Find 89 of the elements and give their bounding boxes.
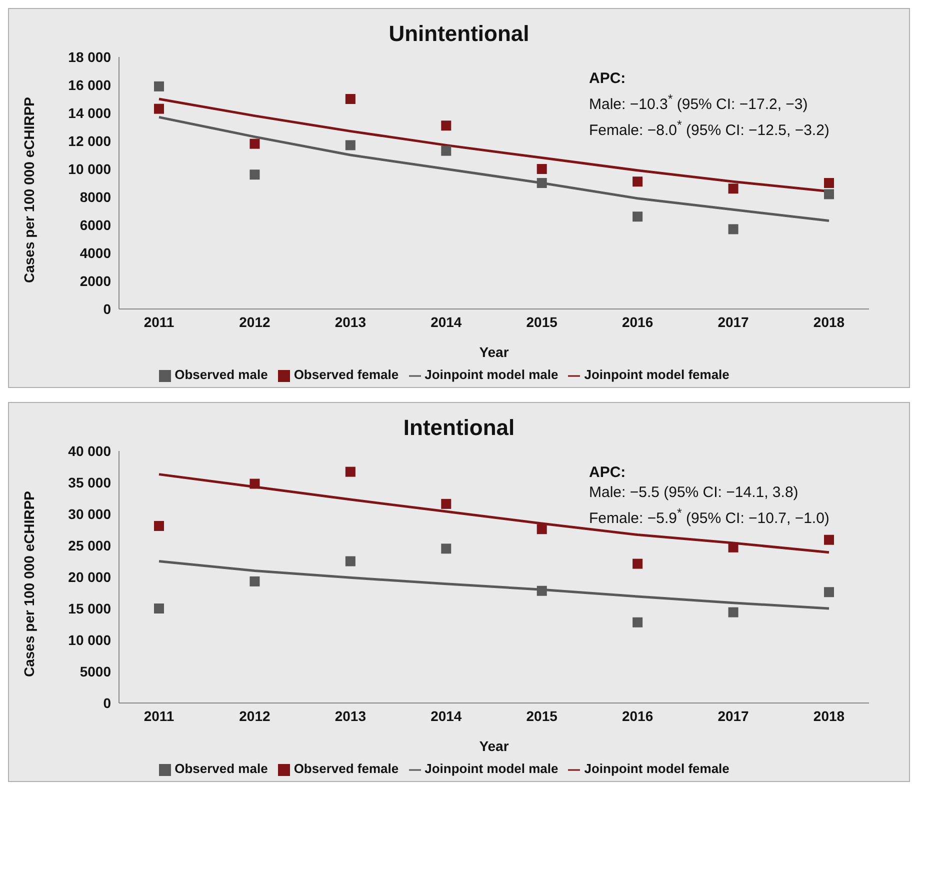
legend-label: Observed male bbox=[174, 761, 268, 776]
y-tick-label: 6000 bbox=[80, 216, 112, 233]
y-tick-label: 40 000 bbox=[68, 442, 112, 459]
legend-label: Joinpoint model male bbox=[424, 367, 558, 382]
legend-label: Observed male bbox=[174, 367, 268, 382]
y-tick-label: 25 000 bbox=[68, 537, 112, 554]
y-tick-label: 0 bbox=[103, 300, 112, 317]
y-tick-label: 2000 bbox=[80, 272, 112, 289]
x-tick-label: 2015 bbox=[526, 314, 558, 330]
y-tick-label: 8000 bbox=[80, 188, 112, 205]
point bbox=[728, 542, 738, 552]
x-tick-label: 2013 bbox=[334, 314, 366, 330]
y-tick-label: 4000 bbox=[80, 244, 112, 261]
y-tick-label: 30 000 bbox=[68, 506, 112, 522]
y-tick-label: 15 000 bbox=[68, 600, 112, 616]
y-tick-label: 5000 bbox=[80, 663, 112, 680]
point bbox=[824, 178, 834, 188]
point bbox=[441, 544, 452, 554]
point bbox=[154, 604, 164, 614]
y-tick-label: 10 000 bbox=[68, 632, 112, 648]
point bbox=[728, 607, 738, 618]
y-tick-label: 20 000 bbox=[68, 568, 112, 585]
point bbox=[632, 617, 643, 628]
x-tick-label: 2016 bbox=[622, 708, 654, 724]
x-tick-label: 2018 bbox=[813, 708, 845, 724]
y-tick-label: 18 000 bbox=[68, 48, 112, 65]
point bbox=[728, 224, 738, 234]
line-series bbox=[158, 560, 830, 610]
y-tick-label: 35 000 bbox=[68, 474, 112, 490]
x-tick-label: 2017 bbox=[718, 708, 750, 724]
point bbox=[154, 104, 164, 114]
legend-label: Joinpoint model female bbox=[584, 367, 730, 382]
x-tick-label: 2015 bbox=[526, 708, 558, 724]
y-tick-label: 12 000 bbox=[68, 132, 112, 149]
point bbox=[632, 558, 643, 569]
x-tick-label: 2018 bbox=[813, 314, 845, 330]
point bbox=[824, 534, 834, 545]
y-axis-title: Cases per 100 000 eCHIRPP bbox=[20, 491, 37, 677]
y-tick-label: 10 000 bbox=[68, 160, 112, 177]
point bbox=[824, 189, 834, 200]
x-tick-label: 2017 bbox=[718, 314, 750, 330]
point bbox=[536, 586, 547, 596]
annotation: Female: −8.0$^{*}$ (95% CI: −12.5, −3.2) bbox=[589, 117, 830, 141]
x-axis-title: Year bbox=[479, 344, 510, 360]
point bbox=[345, 94, 356, 104]
point bbox=[441, 146, 452, 156]
x-axis-title: Year bbox=[479, 738, 510, 754]
x-tick-label: 2012 bbox=[239, 314, 270, 330]
point bbox=[824, 587, 834, 598]
legend-label: Observed female bbox=[294, 367, 399, 382]
annotation: Male: −10.3$^{*}$ (95% CI: −17.2, −3) bbox=[589, 91, 809, 115]
point bbox=[250, 170, 260, 180]
point bbox=[345, 140, 356, 150]
point bbox=[250, 478, 260, 489]
annotation: Female: −5.9$^{*}$ (95% CI: −10.7, −1.0) bbox=[589, 505, 830, 529]
y-axis-title: Cases per 100 000 eCHIRPP bbox=[20, 97, 37, 283]
point bbox=[536, 164, 547, 174]
point bbox=[441, 498, 452, 509]
point bbox=[154, 81, 164, 92]
point bbox=[632, 176, 643, 187]
point bbox=[536, 178, 547, 188]
x-tick-label: 2012 bbox=[239, 708, 270, 724]
y-tick-label: 14 000 bbox=[68, 104, 112, 121]
legend-label: Observed female bbox=[294, 761, 399, 776]
point bbox=[250, 576, 260, 586]
point bbox=[345, 556, 356, 566]
legend-label: Joinpoint model female bbox=[584, 761, 730, 776]
point bbox=[154, 520, 164, 531]
point bbox=[250, 138, 260, 149]
x-tick-label: 2014 bbox=[430, 314, 462, 330]
legend-label: Joinpoint model male bbox=[424, 761, 558, 776]
x-tick-label: 2013 bbox=[334, 708, 366, 724]
chart-title: Unintentional bbox=[388, 20, 530, 47]
point bbox=[536, 524, 547, 534]
line-series bbox=[158, 116, 830, 222]
x-tick-label: 2011 bbox=[144, 708, 174, 724]
point bbox=[632, 212, 643, 222]
annotation: Male: −5.5 (95% CI: −14.1, 3.8) bbox=[589, 483, 800, 503]
x-tick-label: 2016 bbox=[622, 314, 654, 330]
point bbox=[728, 184, 738, 194]
point bbox=[441, 120, 452, 131]
y-tick-label: 16 000 bbox=[68, 76, 112, 93]
chart-title: Intentional bbox=[402, 414, 516, 441]
y-tick-label: 0 bbox=[103, 694, 112, 711]
annotation: APC: bbox=[589, 69, 627, 89]
x-tick-label: 2011 bbox=[144, 314, 174, 330]
x-tick-label: 2014 bbox=[430, 708, 462, 724]
point bbox=[345, 466, 356, 477]
annotation: APC: bbox=[589, 463, 627, 483]
